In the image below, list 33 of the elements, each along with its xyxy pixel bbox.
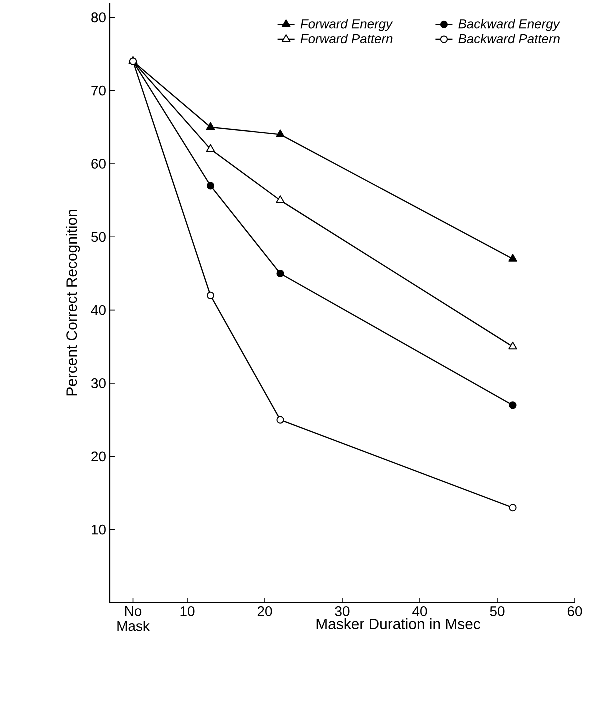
- x-tick-label: 50: [490, 606, 505, 616]
- x-tick-label: 10: [180, 606, 195, 616]
- point: [276, 270, 284, 278]
- y-tick-label: 40: [91, 305, 106, 316]
- y-tick-label: 80: [92, 12, 106, 23]
- legend-label: Forward Energy: [300, 19, 394, 32]
- y-axis-title: Percent Correct Recognition: [66, 210, 80, 396]
- point: [206, 144, 216, 152]
- point: [276, 416, 284, 424]
- legend-label: Backward Energy: [458, 19, 560, 32]
- point: [509, 504, 517, 512]
- y-tick-label: 50: [92, 232, 106, 242]
- point: [276, 196, 285, 204]
- point: [276, 130, 285, 138]
- x-tick-label: 30: [335, 606, 350, 616]
- x-tick-label: 40: [412, 606, 428, 616]
- legend-label: Forward Pattern: [300, 34, 393, 44]
- x-axis-title: Masker Duration in Msec: [316, 618, 481, 630]
- y-tick-label: 30: [91, 378, 106, 388]
- y-tick-label: 20: [92, 452, 106, 462]
- x-tick-label: 20: [258, 606, 272, 616]
- point: [206, 122, 216, 130]
- point: [206, 292, 215, 300]
- y-tick-label: 70: [92, 86, 106, 96]
- point: [508, 342, 518, 350]
- y-tick-label: 60: [92, 159, 106, 169]
- x-tick-label: 60: [568, 606, 582, 616]
- y-tick-label: 10: [92, 524, 106, 535]
- x-tick-label: No Mask: [118, 606, 150, 632]
- point: [509, 402, 517, 410]
- point: [508, 254, 518, 262]
- legend-label: Backward Pattern: [458, 34, 560, 44]
- point: [206, 182, 215, 190]
